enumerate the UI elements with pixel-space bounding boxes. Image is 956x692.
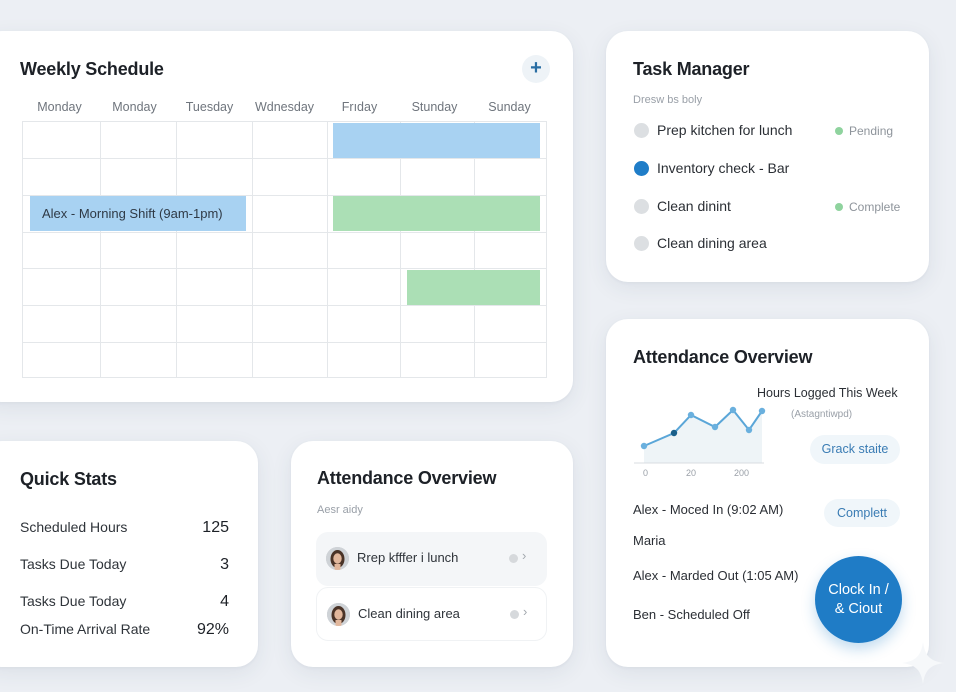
svg-text:0: 0: [643, 468, 648, 478]
quick-stats-card: Quick Stats Scheduled Hours 125 Tasks Du…: [0, 441, 258, 667]
svg-text:200: 200: [734, 468, 749, 478]
task-label: Clean dinint: [657, 198, 731, 214]
day-header: Wdnesday: [254, 100, 315, 114]
chevron-right-icon: ›: [523, 604, 528, 619]
stat-row: On-Time Arrival Rate 92%: [20, 621, 229, 638]
clock-in-out-button[interactable]: Clock In / & Ciout: [815, 556, 902, 643]
quick-stats-title: Quick Stats: [20, 469, 117, 489]
chart-title: Hours Logged This Week: [757, 386, 898, 400]
day-header: Monday: [37, 100, 82, 114]
attendance-item-label: Clean dining area: [358, 606, 460, 621]
day-header: Sunday: [488, 100, 531, 114]
shift-block[interactable]: Alex - Morning Shift (9am-1pm): [30, 196, 246, 231]
hours-chart: 0 20 200: [634, 389, 774, 484]
task-radio[interactable]: [634, 236, 649, 251]
task-radio[interactable]: [634, 123, 649, 138]
task-label: Inventory check - Bar: [657, 160, 790, 176]
attendance-overview-card-secondary: Attendance Overview Aesr aidy Rrep kfffe…: [291, 441, 573, 667]
avatar: [326, 547, 349, 570]
attendance-list-item[interactable]: Clean dining area ›: [316, 587, 547, 641]
attendance-entry: Alex - Marded Out (1:05 AM): [633, 568, 799, 583]
status-dot-icon: [510, 610, 519, 619]
avatar: [327, 603, 350, 626]
shift-label: Alex - Morning Shift (9am-1pm): [42, 206, 223, 221]
task-item[interactable]: Clean dinint Complete: [633, 196, 913, 218]
task-manager-title: Task Manager: [633, 59, 750, 79]
stat-value: 3: [220, 556, 229, 573]
day-header-row: Monday Monday Tuesday Wdnesday Frıday St…: [22, 100, 547, 114]
quick-state-button[interactable]: Grack staite: [810, 435, 900, 464]
day-header: Frıday: [341, 100, 378, 114]
task-radio[interactable]: [634, 199, 649, 214]
task-manager-card: Task Manager Dresw bs boly Prep kitchen …: [606, 31, 929, 282]
day-header: Tuesday: [185, 100, 234, 114]
task-item[interactable]: Clean dining area: [633, 233, 913, 255]
stat-value: 125: [202, 519, 229, 536]
attendance-overview-card: Attendance Overview 0 20 200 Hours Logge…: [606, 319, 929, 667]
task-label: Clean dining area: [657, 235, 767, 251]
status-dot-icon: [835, 127, 843, 135]
attendance-overview-title: Attendance Overview: [633, 347, 813, 367]
weekly-schedule-card: Weekly Schedule + Monday Monday Tuesday …: [0, 31, 573, 402]
shift-block[interactable]: [333, 123, 540, 158]
attendance-list-item[interactable]: Rrep kfffer i lunch ›: [316, 532, 547, 586]
stat-label: Scheduled Hours: [20, 519, 128, 535]
chevron-right-icon: ›: [522, 548, 527, 563]
day-header: Stunday: [411, 100, 458, 114]
task-item[interactable]: Prep kitchen for lunch Pending: [633, 120, 913, 142]
status-dot-icon: [835, 203, 843, 211]
task-item[interactable]: Inventory check - Bar: [633, 158, 913, 180]
chart-subtitle: (Astagntiwpd): [791, 409, 853, 420]
attendance-entry: Alex - Moced In (9:02 AM): [633, 502, 784, 517]
task-radio[interactable]: [634, 161, 649, 176]
task-status: Pending: [835, 124, 893, 138]
svg-text:20: 20: [686, 468, 696, 478]
stat-value: 4: [220, 593, 229, 610]
attendance-entry: Ben - Scheduled Off: [633, 607, 750, 622]
status-dot-icon: [509, 554, 518, 563]
stat-row: Scheduled Hours 125: [20, 519, 229, 536]
stat-row: Tasks Due Today 4: [20, 593, 229, 610]
day-header: Monday: [112, 100, 157, 114]
stat-label: Tasks Due Today: [20, 556, 127, 572]
task-label: Prep kitchen for lunch: [657, 122, 793, 138]
line-chart-svg: 0 20 200: [634, 406, 766, 478]
attendance-subtitle: Aesr aidy: [317, 504, 363, 516]
complete-badge[interactable]: Complett: [824, 499, 900, 527]
weekly-schedule-title: Weekly Schedule: [20, 59, 164, 79]
attendance-entry: Maria: [633, 533, 666, 548]
sparkle-icon: [902, 642, 944, 684]
stat-label: On-Time Arrival Rate: [20, 621, 151, 637]
stat-value: 92%: [196, 621, 229, 638]
shift-block[interactable]: [407, 270, 540, 305]
add-shift-button[interactable]: +: [522, 55, 550, 83]
attendance-overview-title: Attendance Overview: [317, 468, 497, 488]
shift-block[interactable]: [333, 196, 540, 231]
task-manager-subtitle: Dresw bs boly: [633, 94, 703, 106]
task-status: Complete: [835, 200, 900, 214]
stat-label: Tasks Due Today: [20, 593, 127, 609]
stat-row: Tasks Due Today 3: [20, 556, 229, 573]
attendance-item-label: Rrep kfffer i lunch: [357, 550, 459, 565]
schedule-grid[interactable]: Alex - Morning Shift (9am-1pm): [22, 121, 547, 378]
